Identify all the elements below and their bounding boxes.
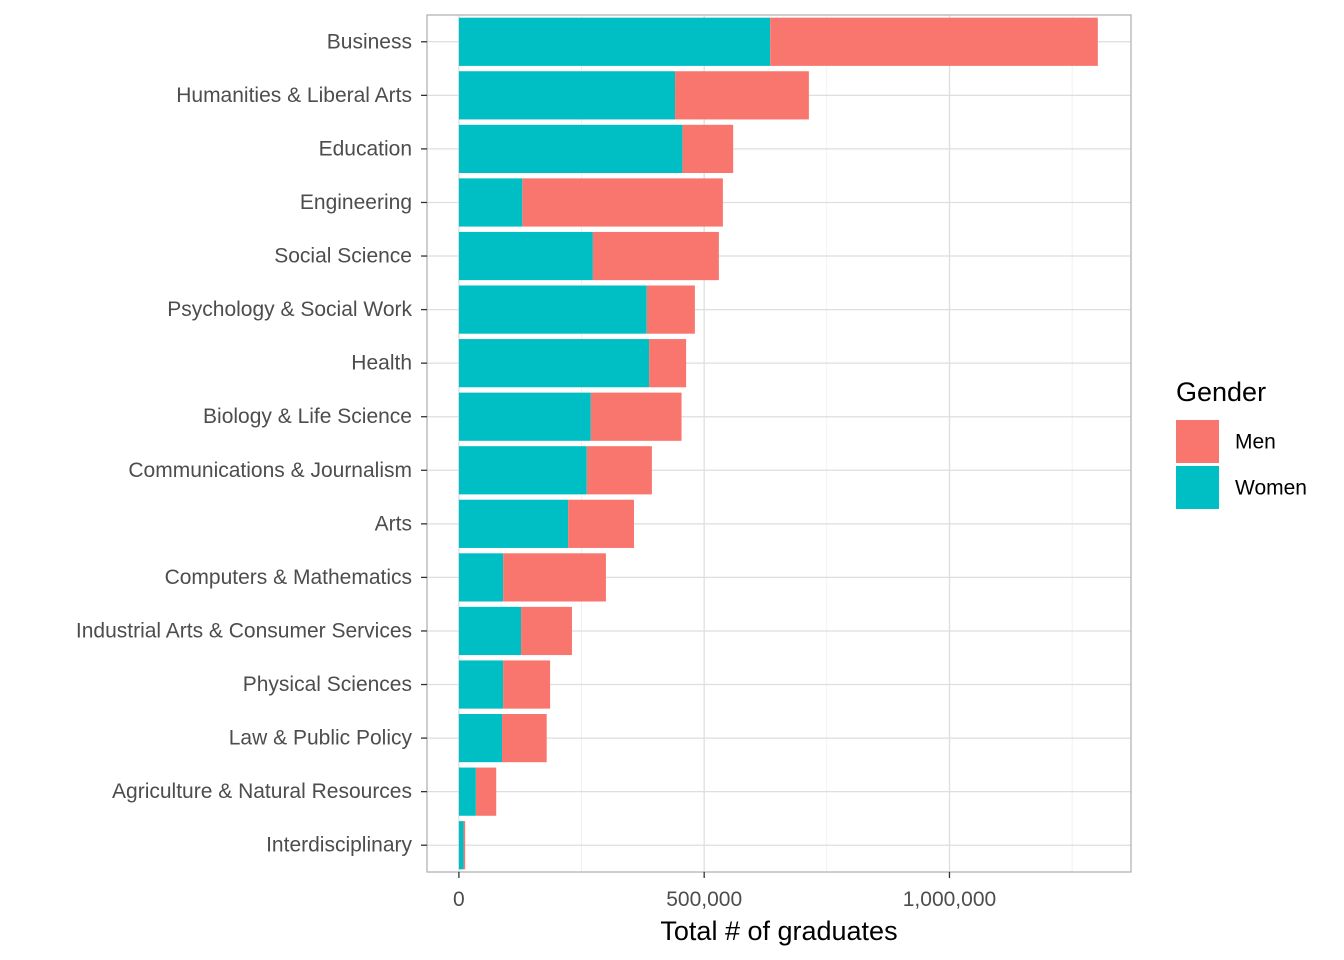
- y-tick-label: Education: [319, 137, 412, 160]
- bar-men: [522, 178, 723, 227]
- y-tick-label: Health: [351, 352, 412, 375]
- bar-women: [458, 606, 522, 656]
- plot-panel-border: [426, 14, 1132, 873]
- y-tick-label: Computers & Mathematics: [165, 566, 412, 589]
- legend-title: Gender: [1176, 377, 1266, 407]
- bar-men: [586, 446, 652, 495]
- bar-men: [463, 821, 466, 870]
- bar-women: [458, 285, 647, 334]
- bar-women: [458, 553, 504, 602]
- y-tick-label: Humanities & Liberal Arts: [176, 84, 412, 107]
- x-tick-label: 1,000,000: [903, 888, 996, 911]
- bar-women: [458, 339, 650, 388]
- bar-women: [458, 499, 569, 548]
- bar-women: [458, 71, 676, 120]
- legend-label-women: Women: [1235, 477, 1307, 500]
- x-axis: 0 500,000 1,000,000: [453, 872, 996, 911]
- y-tick-label: Psychology & Social Work: [167, 298, 412, 321]
- bar-men: [682, 124, 734, 174]
- legend: Gender Men Women: [1176, 377, 1307, 509]
- bar-women: [458, 124, 683, 174]
- y-tick-label: Industrial Arts & Consumer Services: [76, 619, 412, 642]
- bar-men: [592, 231, 719, 281]
- x-tick-label: 500,000: [666, 888, 742, 911]
- y-tick-label: Law & Public Policy: [229, 727, 413, 750]
- y-tick-label: Arts: [375, 512, 412, 535]
- y-tick-label: Interdisciplinary: [266, 834, 412, 857]
- bar-women: [458, 446, 587, 495]
- bar-men: [675, 71, 809, 120]
- legend-key-men: [1176, 420, 1219, 463]
- y-tick-label: Business: [327, 30, 412, 53]
- bar-men: [568, 499, 634, 548]
- bar-women: [458, 660, 504, 709]
- bar-men: [475, 767, 497, 816]
- y-axis: Business Humanities & Liberal Arts Educati…: [76, 30, 427, 857]
- y-tick-label: Social Science: [274, 245, 412, 268]
- bar-women: [458, 231, 593, 281]
- bar-men: [649, 339, 687, 388]
- y-tick-label: Physical Sciences: [243, 673, 412, 696]
- bar-men: [502, 713, 547, 763]
- y-tick-label: Communications & Journalism: [128, 459, 412, 482]
- bar-women: [458, 178, 523, 227]
- bar-women: [458, 713, 503, 763]
- bars: [458, 17, 1098, 870]
- x-tick-label: 0: [453, 888, 465, 911]
- bar-men: [646, 285, 695, 334]
- legend-key-women: [1176, 466, 1219, 509]
- bar-women: [458, 392, 591, 441]
- bar-men: [503, 660, 551, 709]
- x-axis-title: Total # of graduates: [660, 916, 897, 946]
- bar-men: [590, 392, 682, 441]
- bar-men: [521, 606, 572, 656]
- legend-label-men: Men: [1235, 431, 1276, 454]
- y-tick-label: Agriculture & Natural Resources: [112, 780, 412, 803]
- y-tick-label: Biology & Life Science: [203, 405, 412, 428]
- bar-women: [458, 17, 771, 66]
- y-tick-label: Engineering: [300, 191, 412, 214]
- bar-men: [503, 553, 606, 602]
- bar-men: [770, 17, 1098, 66]
- bar-women: [458, 767, 476, 816]
- bar-women: [458, 821, 464, 870]
